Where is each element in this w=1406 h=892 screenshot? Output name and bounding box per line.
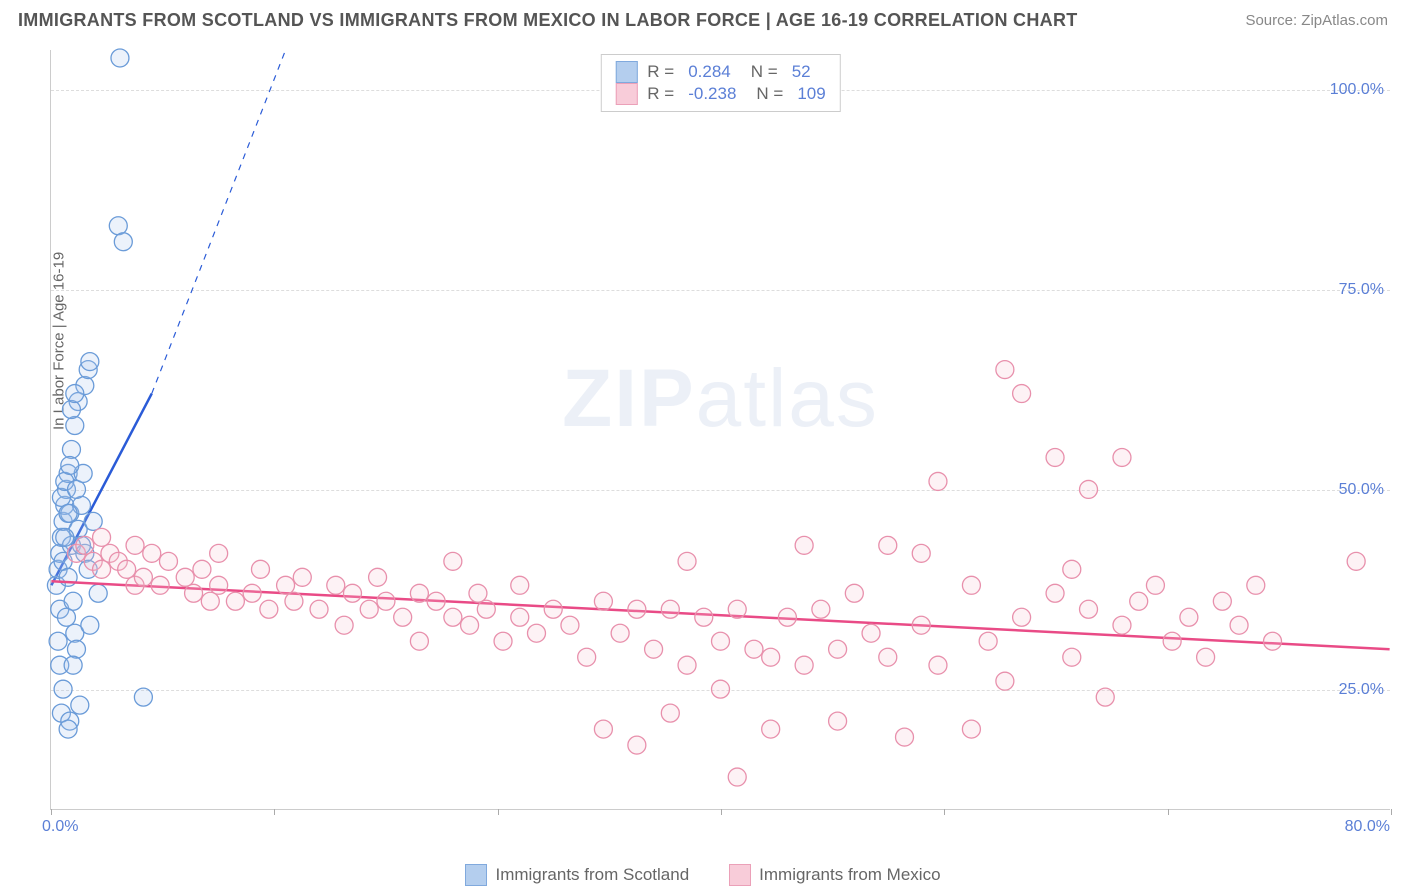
legend-label-mexico: Immigrants from Mexico — [759, 865, 940, 885]
legend-row-mexico: R = -0.238 N = 109 — [615, 83, 825, 105]
x-tick-mark — [498, 809, 499, 815]
x-tick-mark — [1168, 809, 1169, 815]
legend-item-scotland: Immigrants from Scotland — [465, 864, 689, 886]
r-value-scotland: 0.284 — [684, 62, 731, 82]
legend-row-scotland: R = 0.284 N = 52 — [615, 61, 825, 83]
series-legend: Immigrants from Scotland Immigrants from… — [0, 864, 1406, 886]
source-attribution: Source: ZipAtlas.com — [1245, 12, 1388, 29]
swatch-mexico — [615, 83, 637, 105]
plot-svg — [51, 50, 1390, 809]
chart-title: IMMIGRANTS FROM SCOTLAND VS IMMIGRANTS F… — [18, 10, 1078, 31]
swatch-mexico-icon — [729, 864, 751, 886]
legend-label-scotland: Immigrants from Scotland — [495, 865, 689, 885]
correlation-legend: R = 0.284 N = 52 R = -0.238 N = 109 — [600, 54, 840, 112]
x-tick-mark — [1391, 809, 1392, 815]
x-tick-mark — [721, 809, 722, 815]
x-tick-mark — [51, 809, 52, 815]
x-tick-min-label: 0.0% — [42, 818, 78, 836]
x-tick-mark — [944, 809, 945, 815]
scatter-chart: ZIPatlas In Labor Force | Age 16-19 25.0… — [50, 50, 1390, 810]
n-value-mexico: 109 — [793, 84, 825, 104]
n-value-scotland: 52 — [788, 62, 811, 82]
legend-item-mexico: Immigrants from Mexico — [729, 864, 940, 886]
r-value-mexico: -0.238 — [684, 84, 736, 104]
x-tick-mark — [274, 809, 275, 815]
x-tick-max-label: 80.0% — [1345, 818, 1390, 836]
swatch-scotland — [615, 61, 637, 83]
swatch-scotland-icon — [465, 864, 487, 886]
